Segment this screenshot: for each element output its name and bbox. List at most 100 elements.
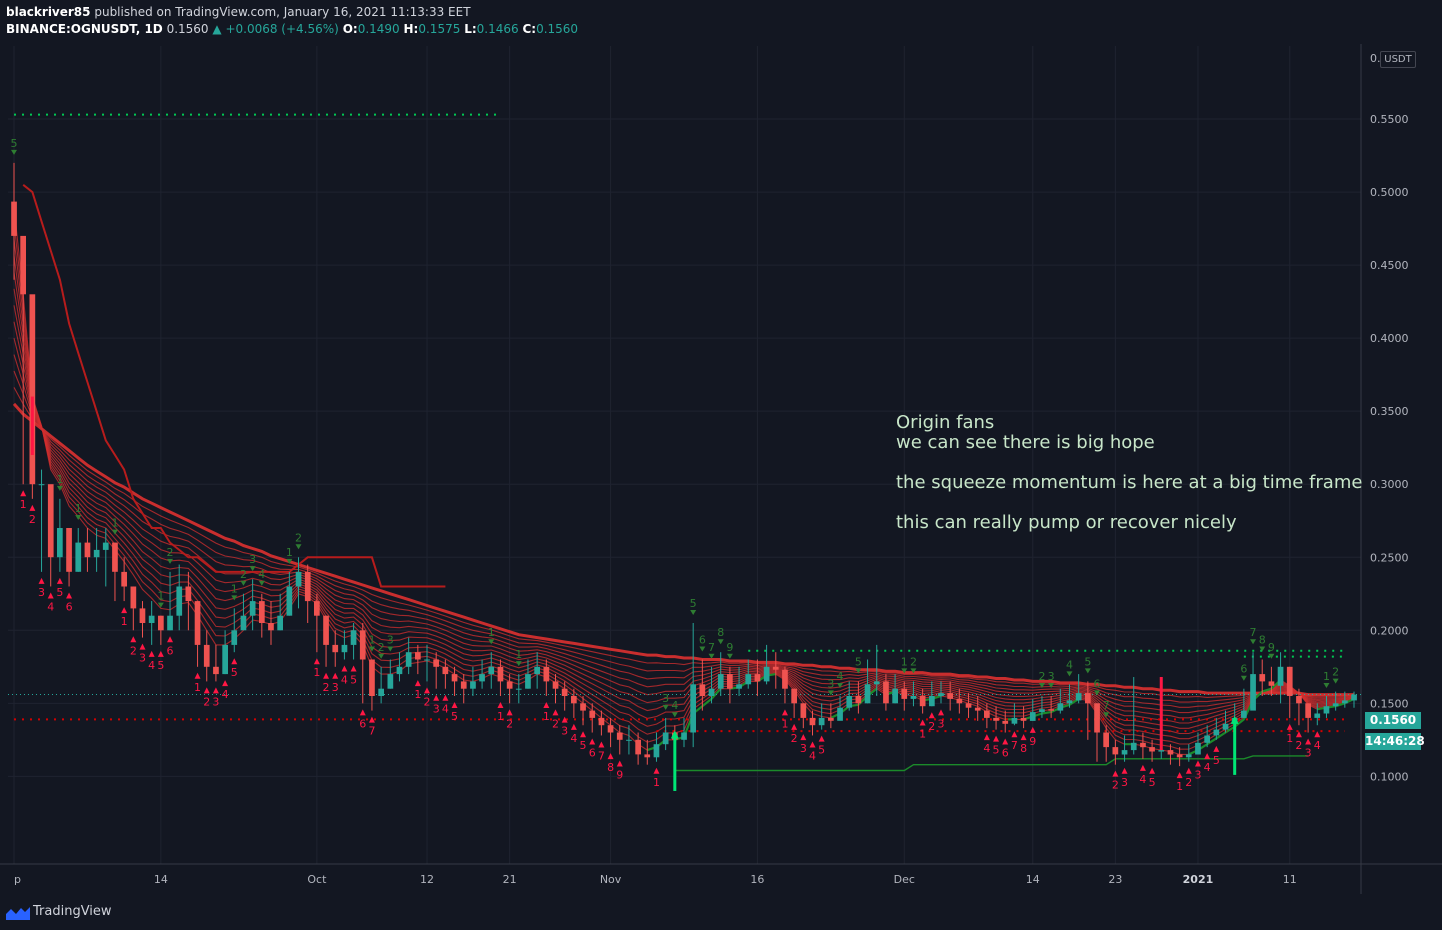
candle-body xyxy=(1094,703,1100,733)
candle-body xyxy=(1029,712,1036,721)
candle-body xyxy=(1066,700,1073,704)
annotation-line-squeeze: the squeeze momentum is here at a big ti… xyxy=(896,472,1363,493)
time-axis-label: Nov xyxy=(600,873,622,886)
td-down-count: 1 xyxy=(313,666,320,679)
candle-body xyxy=(415,652,421,660)
candle-body xyxy=(185,586,192,602)
candle-body xyxy=(772,666,779,670)
candle-body xyxy=(1296,696,1302,704)
td-up-marker-icon xyxy=(708,653,715,659)
candle-body xyxy=(222,644,228,675)
td-down-marker-icon xyxy=(937,709,944,716)
price-axis-label-top: 0. xyxy=(1370,52,1381,65)
td-up-marker-icon xyxy=(231,595,238,601)
td-down-count: 8 xyxy=(1020,742,1027,755)
candle-body xyxy=(405,652,412,667)
candle-body xyxy=(1195,742,1201,755)
candle-body xyxy=(1011,717,1018,724)
price-axis-label: 0.3500 xyxy=(1370,405,1409,418)
td-down-marker-icon xyxy=(1213,745,1220,752)
td-down-marker-icon xyxy=(47,592,54,599)
td-down-count: 2 xyxy=(791,732,798,745)
annotation-title: Origin fans xyxy=(896,412,995,433)
candle-body xyxy=(846,696,853,708)
td-up-count: 5 xyxy=(690,597,697,610)
tradingview-brand[interactable]: TradingView xyxy=(33,904,112,919)
currency-badge[interactable]: USDT xyxy=(1380,51,1416,68)
candle-body xyxy=(213,666,219,675)
low-value: 0.1466 xyxy=(476,22,519,36)
candle-body xyxy=(736,684,742,689)
td-down-count: 3 xyxy=(139,652,146,665)
time-axis-label: p xyxy=(14,873,21,886)
td-down-marker-icon xyxy=(552,709,559,716)
publish-info: blackriver85 published on TradingView.co… xyxy=(6,5,471,19)
candle-body xyxy=(1332,703,1339,707)
td-down-count: 6 xyxy=(1002,747,1009,760)
td-down-marker-icon xyxy=(38,577,45,584)
td-down-count: 9 xyxy=(1029,735,1036,748)
candle-body xyxy=(1085,693,1091,704)
candle-body xyxy=(1039,709,1045,713)
td-down-count: 3 xyxy=(1305,747,1312,760)
td-down-count: 9 xyxy=(616,768,623,781)
td-down-marker-icon xyxy=(570,723,577,730)
td-down-marker-icon xyxy=(543,702,550,709)
td-up-marker-icon xyxy=(837,683,844,689)
candle-body xyxy=(543,666,550,682)
close-label: C: xyxy=(522,22,537,36)
tradingview-logo-icon[interactable] xyxy=(6,906,30,920)
low-label: L: xyxy=(464,22,477,36)
symbol-name[interactable]: BINANCE:OGNUSDT, 1D xyxy=(6,22,163,36)
candle-body xyxy=(84,542,91,558)
candle-body xyxy=(20,235,26,295)
td-up-count: 2 xyxy=(240,568,247,581)
bar-countdown-tag: 14:46:28 xyxy=(1365,733,1425,750)
candle-body xyxy=(800,703,807,718)
candle-body xyxy=(1149,747,1155,752)
td-up-marker-icon xyxy=(1268,653,1275,659)
candle-body xyxy=(1002,720,1009,724)
support-step-line xyxy=(674,755,1309,772)
td-down-count: 7 xyxy=(598,749,605,762)
td-up-marker-icon xyxy=(1084,668,1091,674)
candle-body xyxy=(341,644,348,653)
td-up-count: 2 xyxy=(167,546,174,559)
td-up-count: 3 xyxy=(387,634,394,647)
td-down-count: 3 xyxy=(800,742,807,755)
td-down-marker-icon xyxy=(1149,767,1156,774)
ema-ribbon-line xyxy=(13,321,1355,719)
author-name[interactable]: blackriver85 xyxy=(6,5,91,19)
candle-body xyxy=(626,739,632,741)
price-axis-label: 0.1000 xyxy=(1370,770,1409,783)
td-down-count: 5 xyxy=(350,674,357,687)
td-up-marker-icon xyxy=(1250,639,1257,645)
td-up-marker-icon xyxy=(11,149,17,155)
td-down-count: 4 xyxy=(1314,739,1321,752)
time-axis-label: 21 xyxy=(503,873,517,886)
candle-body xyxy=(1103,732,1109,748)
td-up-count: 2 xyxy=(295,531,302,544)
candle-body xyxy=(11,201,17,236)
td-down-marker-icon xyxy=(781,709,788,716)
td-down-count: 4 xyxy=(1139,773,1146,786)
td-down-marker-icon xyxy=(433,694,440,701)
td-down-count: 4 xyxy=(47,600,54,613)
td-up-count: 4 xyxy=(258,568,265,581)
td-up-count: 6 xyxy=(1240,663,1247,676)
time-axis-label: 16 xyxy=(750,873,764,886)
ema-ribbon-line xyxy=(12,402,1354,697)
td-down-count: 3 xyxy=(937,717,944,730)
candle-body xyxy=(387,674,394,689)
td-down-count: 2 xyxy=(323,681,330,694)
candle-body xyxy=(644,754,651,758)
td-down-marker-icon xyxy=(157,650,164,657)
td-down-count: 1 xyxy=(543,710,550,723)
candle-body xyxy=(598,717,605,726)
td-down-marker-icon xyxy=(121,607,128,614)
td-down-marker-icon xyxy=(167,636,174,643)
published-text: published on TradingView.com, January 16… xyxy=(94,5,471,19)
candle-body xyxy=(1075,693,1082,701)
